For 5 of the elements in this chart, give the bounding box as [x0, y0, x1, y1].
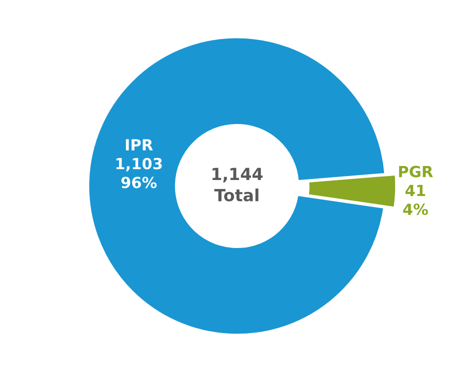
data-label: 1,103 96%	[116, 158, 162, 188]
data-label: 41 4%	[403, 184, 428, 216]
text: 1,144 Total	[212, 168, 263, 202]
slice-label: IPR	[126, 139, 153, 150]
slice-label: PGR	[399, 166, 433, 178]
